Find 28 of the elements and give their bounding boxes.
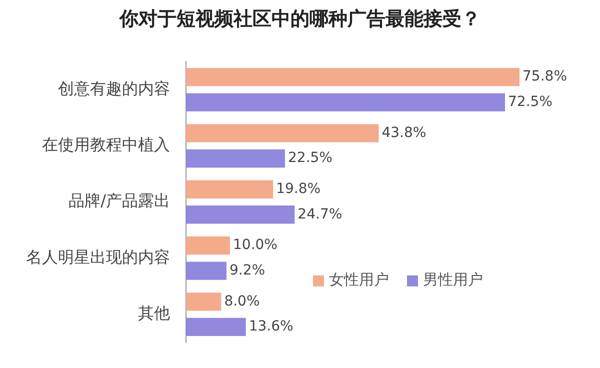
data-label: 24.7% [298,206,342,222]
bar [186,124,379,142]
bar [186,292,222,311]
bar [186,206,295,224]
bar [186,236,230,255]
y-tick-label: 创意有趣的内容 [58,78,170,98]
data-label: 13.6% [248,318,294,335]
bar [186,93,505,112]
y-tick-label: 名人明星出现的内容 [26,247,170,266]
bar [186,68,520,86]
data-label: 19.8% [276,181,321,198]
bar [186,262,226,280]
data-label: 22.5% [288,150,332,166]
data-label: 43.8% [382,124,426,141]
data-label: 75.8% [522,68,568,85]
y-tick-label: 其他 [138,303,170,322]
legend-label: 女性用户 [329,270,389,288]
bar [186,149,285,168]
data-label: 10.0% [233,237,278,254]
legend-label: 男性用户 [423,270,483,288]
data-label: 8.0% [224,293,260,310]
data-label: 72.5% [508,94,552,110]
y-tick-label: 品牌/产品露出 [68,191,170,210]
bar [186,318,246,336]
bar [186,180,274,198]
chart-title: 你对于短视频社区中的哪种广告最能接受？ [118,7,482,32]
data-label: 9.2% [229,262,266,278]
y-tick-label: 在使用教程中植入 [42,134,170,154]
